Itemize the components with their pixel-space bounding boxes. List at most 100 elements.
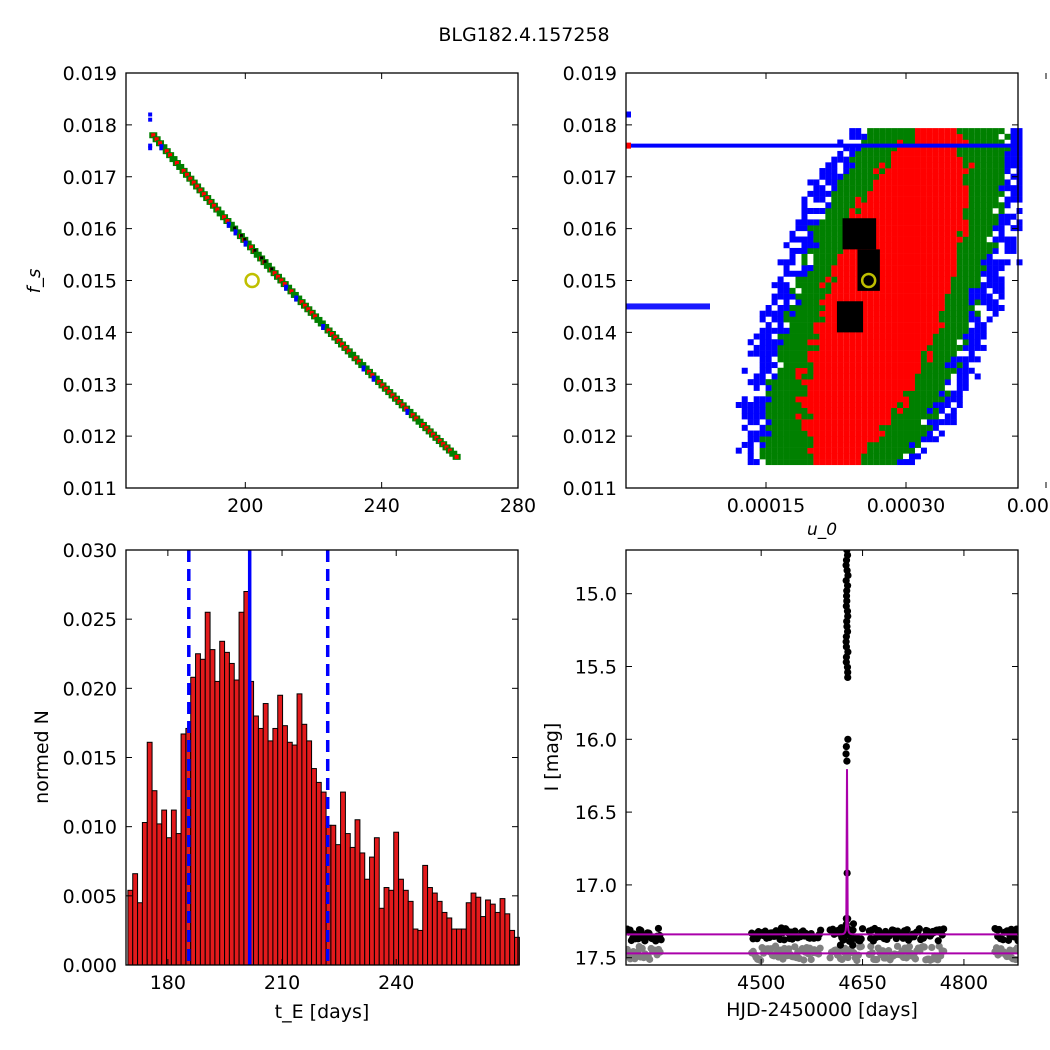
grid-cell bbox=[807, 407, 814, 414]
grid-cell bbox=[932, 282, 939, 289]
grid-cell bbox=[956, 344, 963, 351]
grid-cell bbox=[849, 270, 856, 277]
plot-frame bbox=[625, 549, 1019, 966]
grid-cell bbox=[765, 304, 772, 311]
grid-cell bbox=[837, 390, 844, 397]
y-tick-label: 0.018 bbox=[563, 115, 617, 137]
grid-cell bbox=[897, 322, 904, 329]
grid-cell bbox=[795, 310, 802, 317]
grid-cell bbox=[765, 379, 772, 386]
grid-cell bbox=[831, 459, 838, 466]
grid-cell bbox=[801, 430, 808, 437]
grid-cell bbox=[926, 230, 933, 237]
grid-cell bbox=[879, 145, 886, 152]
residual-point bbox=[920, 943, 928, 951]
grid-cell bbox=[885, 384, 892, 391]
histogram-bar bbox=[228, 662, 235, 966]
grid-cell bbox=[879, 133, 886, 140]
grid-cell bbox=[855, 396, 862, 403]
grid-cell bbox=[944, 327, 951, 334]
grid-cell bbox=[974, 185, 981, 192]
grid-cell bbox=[201, 192, 206, 197]
grid-cell bbox=[920, 253, 927, 260]
grid-cell bbox=[813, 424, 820, 431]
grid-cell bbox=[855, 333, 862, 340]
histogram-bar bbox=[127, 889, 134, 966]
grid-cell bbox=[920, 373, 927, 380]
grid-cell bbox=[944, 316, 951, 323]
grid-cell bbox=[885, 304, 892, 311]
grid-cell bbox=[903, 339, 910, 346]
y-tick-label: 0.010 bbox=[63, 817, 117, 839]
grid-cell bbox=[867, 179, 874, 186]
histogram-bar bbox=[359, 852, 366, 966]
grid-cell bbox=[962, 128, 969, 135]
grid-cell bbox=[891, 236, 898, 243]
grid-cell bbox=[986, 145, 993, 152]
grid-cell bbox=[410, 413, 415, 418]
grid-cell bbox=[879, 282, 886, 289]
grid-cell bbox=[932, 413, 939, 420]
grid-cell bbox=[873, 179, 880, 186]
grid-cell bbox=[198, 188, 203, 193]
grid-cell bbox=[908, 219, 915, 226]
grid-cell bbox=[873, 350, 880, 357]
histogram-bar bbox=[480, 916, 487, 966]
grid-cell bbox=[903, 379, 910, 386]
grid-cell bbox=[897, 202, 904, 209]
grid-cell bbox=[855, 407, 862, 414]
grid-cell bbox=[765, 430, 772, 437]
grid-cell bbox=[938, 168, 945, 175]
grid-cell bbox=[801, 453, 808, 460]
grid-cell bbox=[962, 179, 969, 186]
grid-cell bbox=[867, 293, 874, 300]
grid-cell bbox=[873, 168, 880, 175]
grid-cell bbox=[867, 441, 874, 448]
grid-cell bbox=[903, 344, 910, 351]
grid-cell bbox=[968, 304, 975, 311]
grid-cell bbox=[783, 373, 790, 380]
grid-cell bbox=[891, 356, 898, 363]
grid-cell bbox=[903, 185, 910, 192]
grid-cell bbox=[944, 242, 951, 249]
grid-cell bbox=[777, 430, 784, 437]
grid-cell bbox=[980, 230, 987, 237]
grid-cell bbox=[968, 173, 975, 180]
grid-cell bbox=[867, 133, 874, 140]
grid-cell bbox=[765, 384, 772, 391]
grid-cell bbox=[825, 190, 832, 197]
grid-cell bbox=[771, 379, 778, 386]
grid-cell bbox=[158, 141, 163, 146]
grid-cell bbox=[825, 207, 832, 214]
grid-cell bbox=[819, 173, 826, 180]
grid-cell bbox=[920, 362, 927, 369]
y-tick-label: 0.011 bbox=[63, 478, 117, 500]
grid-cell bbox=[813, 293, 820, 300]
grid-cell bbox=[831, 316, 838, 323]
grid-cell bbox=[819, 265, 826, 272]
grid-cell bbox=[813, 367, 820, 374]
grid-cell bbox=[873, 390, 880, 397]
data-point bbox=[842, 653, 851, 661]
grid-cell bbox=[926, 293, 933, 300]
grid-cell bbox=[873, 362, 880, 369]
grid-cell bbox=[843, 384, 850, 391]
grid-cell bbox=[807, 230, 814, 237]
grid-cell bbox=[867, 299, 874, 306]
grid-cell bbox=[897, 373, 904, 380]
grid-cell bbox=[861, 304, 868, 311]
grid-cell bbox=[861, 293, 868, 300]
grid-cell bbox=[154, 137, 159, 142]
grid-cell bbox=[249, 245, 254, 250]
grid-cell bbox=[938, 373, 945, 380]
histogram-bar bbox=[378, 907, 385, 966]
grid-cell bbox=[801, 242, 808, 249]
grid-cell bbox=[914, 190, 921, 197]
grid-cell bbox=[986, 168, 993, 175]
grid-cell bbox=[968, 282, 975, 289]
grid-cell bbox=[777, 453, 784, 460]
grid-cell bbox=[783, 367, 790, 374]
x-axis-label: t_E [days] bbox=[275, 1001, 370, 1023]
grid-cell bbox=[801, 390, 808, 397]
grid-cell bbox=[908, 459, 915, 466]
